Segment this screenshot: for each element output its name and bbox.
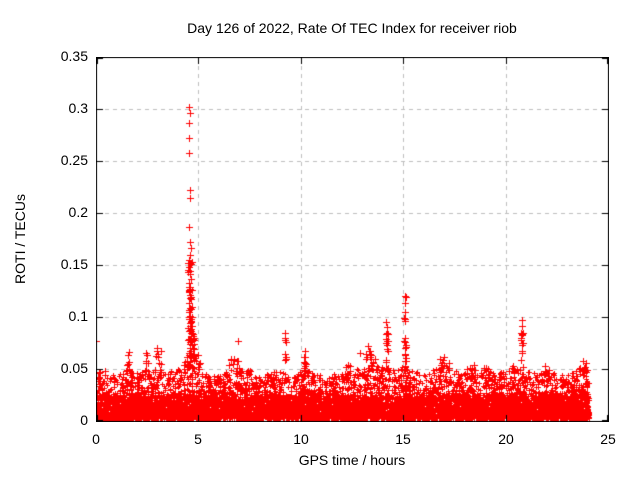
y-tick-label: 0.2 xyxy=(68,204,88,220)
x-tick-label: 5 xyxy=(194,431,202,447)
y-tick-label: 0.25 xyxy=(60,152,88,168)
y-tick-label: 0.1 xyxy=(68,308,88,324)
chart-title: Day 126 of 2022, Rate Of TEC Index for r… xyxy=(187,20,517,36)
y-tick-label: 0.05 xyxy=(60,360,88,376)
y-tick-label: 0.3 xyxy=(68,100,88,116)
x-tick-label: 10 xyxy=(293,431,309,447)
x-tick-label: 15 xyxy=(395,431,411,447)
y-tick-label: 0.35 xyxy=(60,48,88,64)
y-tick-label: 0 xyxy=(80,412,88,428)
scatter-plot-canvas xyxy=(96,57,609,422)
x-tick-label: 20 xyxy=(498,431,514,447)
x-axis-label: GPS time / hours xyxy=(298,452,406,468)
y-tick-label: 0.15 xyxy=(60,256,88,272)
x-tick-label: 25 xyxy=(600,431,616,447)
x-tick-label: 0 xyxy=(92,431,100,447)
